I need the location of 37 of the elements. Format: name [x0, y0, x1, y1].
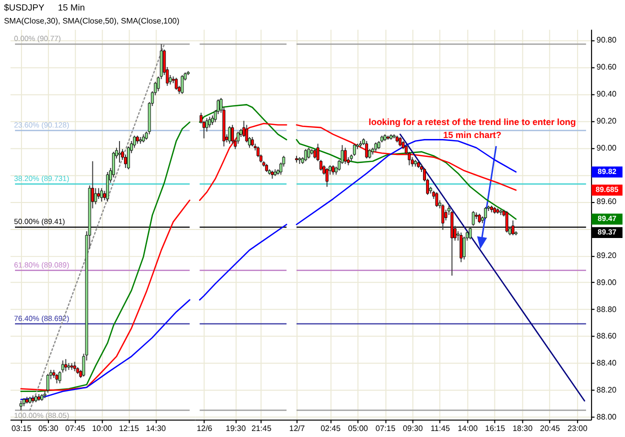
- x-tick-label: 09:30: [402, 424, 424, 434]
- x-tick-label: 19:30: [226, 424, 246, 434]
- x-tick-label: 03:15: [11, 424, 32, 434]
- chart-subtitle: 15 Min: [58, 2, 85, 12]
- y-tick-label: 88.20: [596, 386, 618, 395]
- annotation: looking for a retest of the trend line to enter long 15 min chart?: [368, 117, 576, 140]
- x-tick-label: 23:00: [567, 424, 588, 434]
- x-tick-label: 14:00: [458, 424, 478, 434]
- y-tick-label: 89.20: [596, 250, 618, 260]
- y-tick-label: 90.20: [596, 116, 618, 126]
- x-tick-label: 10:00: [92, 424, 113, 434]
- x-tick-label: 07:15: [375, 424, 396, 434]
- text: SMA(Close,30), SMA(Close,50), SMA(Close,100): [4, 16, 180, 26]
- x-tick-label: 12/7: [289, 424, 306, 434]
- y-tick-label: 88.60: [596, 332, 618, 341]
- x-tick-label: 21:45: [251, 424, 272, 434]
- x-tick-label: 07:45: [65, 424, 86, 434]
- y-tick-label: 88.00: [596, 412, 618, 422]
- chart-title: $USDJPY: [4, 2, 44, 12]
- x-tick-label: 14:30: [146, 424, 166, 434]
- x-tick-label: 18:30: [512, 424, 534, 434]
- x-tick-label: 12:15: [118, 424, 140, 434]
- y-tick-label: 90.40: [596, 89, 618, 98]
- y-tick-label: 89.60: [596, 197, 618, 206]
- x-tick-label: 16:15: [485, 424, 506, 434]
- y-tick-label: 90.80: [596, 36, 618, 45]
- y-tick-label: 88.40: [596, 358, 618, 368]
- x-tick-label: 11:45: [430, 424, 451, 434]
- x-tick-label: 02:45: [320, 424, 342, 434]
- y-tick-label: 89.00: [596, 278, 618, 287]
- y-tick-label: 90.60: [596, 62, 618, 72]
- x-tick-label: 05:30: [38, 424, 59, 434]
- y-tick-label: 90.00: [596, 143, 618, 152]
- y-tick-label: 88.80: [596, 304, 618, 314]
- x-tick-label: 12/6: [196, 424, 213, 434]
- x-tick-label: 20:45: [540, 424, 561, 434]
- x-tick-label: 05:00: [348, 424, 369, 434]
